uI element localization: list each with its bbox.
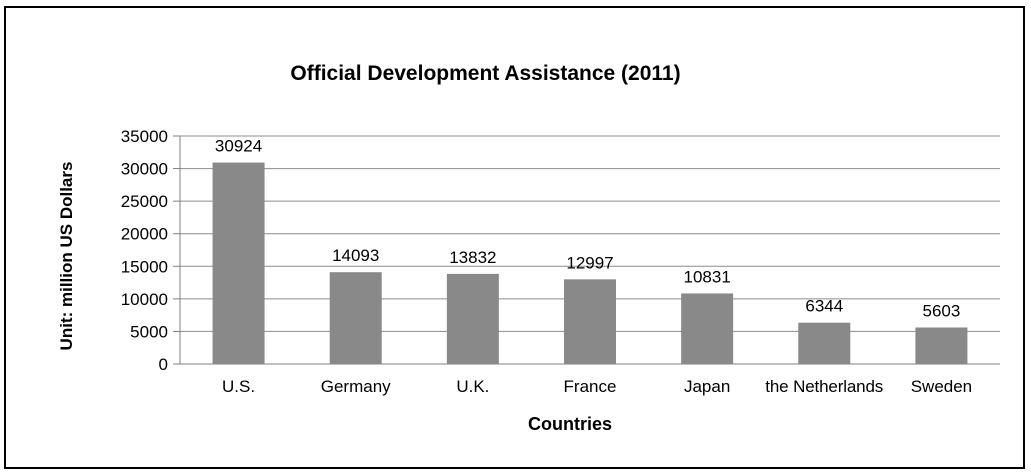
bar-germany: [329, 272, 382, 364]
y-tick-label: 25000: [121, 192, 168, 211]
x-tick-label: U.K.: [456, 377, 489, 396]
x-tick-label: Sweden: [911, 377, 972, 396]
bar-sweden: [915, 327, 968, 364]
data-label: 13832: [449, 248, 496, 267]
x-tick-label: Germany: [321, 377, 391, 396]
chart-frame: [4, 6, 1025, 469]
bar-u-k: [446, 273, 499, 364]
bar-u-s: [212, 162, 265, 364]
y-tick-label: 10000: [121, 290, 168, 309]
y-tick-label: 30000: [121, 160, 168, 179]
y-tick-label: 15000: [121, 257, 168, 276]
data-label: 5603: [923, 302, 961, 321]
bar-the-netherlands: [798, 322, 851, 364]
y-tick-label: 35000: [121, 127, 168, 146]
bar-japan: [681, 293, 734, 364]
x-tick-label: France: [564, 377, 617, 396]
x-tick-label: Japan: [684, 377, 730, 396]
bar-france: [564, 279, 616, 364]
y-tick-label: 20000: [121, 225, 168, 244]
x-tick-label: the Netherlands: [765, 377, 883, 396]
x-axis-label: Countries: [527, 414, 612, 434]
x-tick-label: U.S.: [222, 377, 255, 396]
y-tick-label: 5000: [130, 322, 168, 341]
data-label: 10831: [684, 267, 731, 286]
data-label: 12997: [566, 253, 613, 272]
y-tick-label: 0: [159, 355, 168, 374]
data-label: 30924: [215, 137, 262, 156]
data-label: 14093: [332, 246, 379, 265]
chart-title: Official Development Assistance (2011): [290, 62, 681, 85]
data-label: 6344: [805, 297, 843, 316]
